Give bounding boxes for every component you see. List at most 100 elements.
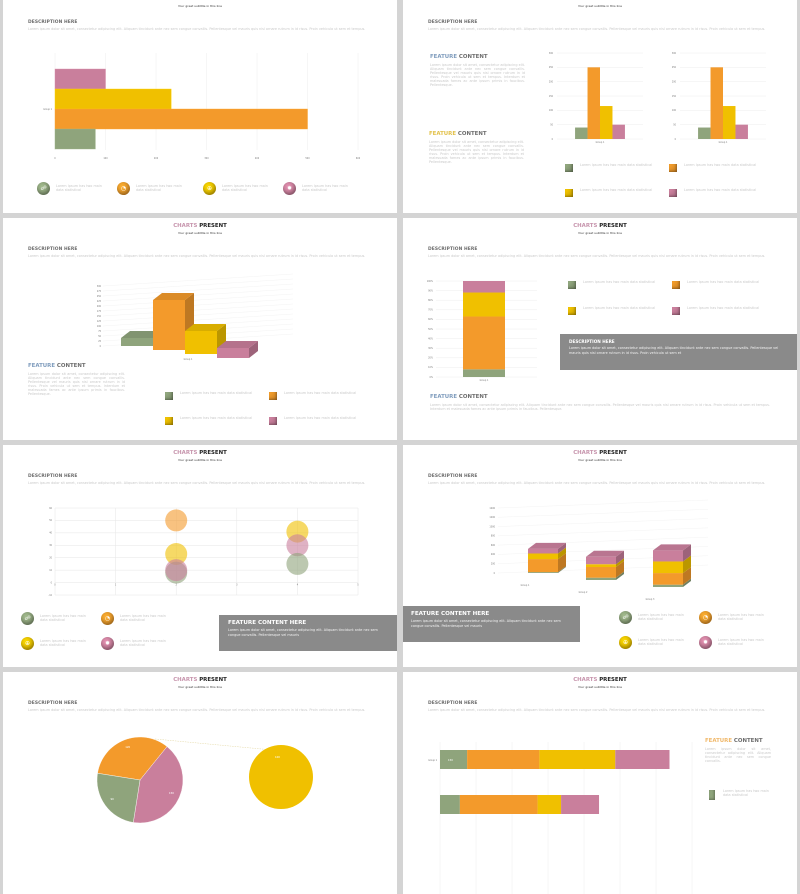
legend-text: Lorem Ipsum has two main data statistica…	[718, 638, 764, 647]
tick-label: 50	[550, 123, 553, 126]
tick-label: 250	[97, 295, 102, 298]
segment-orange	[528, 559, 558, 573]
feature-heading-main: CONTENT	[733, 738, 763, 744]
segment-orange	[467, 750, 540, 769]
bar-pink	[735, 124, 748, 139]
bar-top-pink	[217, 341, 258, 348]
slide-title-accent: CHARTS	[573, 450, 598, 456]
slide-title-main: PRESENT	[599, 677, 627, 683]
globe-icon: ⊕	[619, 636, 632, 649]
description-heading: DESCRIPTION HERE	[28, 474, 78, 479]
feature-heading-accent: FEATURE	[430, 394, 458, 400]
slide-subtitle: Your great subtitle in this line	[578, 231, 622, 235]
bar-yellow	[54, 88, 172, 110]
tick-label: Group 1	[480, 379, 489, 382]
pie-icon: ◔	[117, 182, 130, 195]
description-heading: DESCRIPTION HERE	[428, 701, 478, 706]
tick-label: 0	[494, 572, 496, 575]
hbar-chart: 0 100 200 300 400 500 600 Group 1	[43, 53, 361, 160]
tick-label: 400	[491, 553, 496, 556]
gridline	[102, 313, 294, 327]
tick-label: Group 2	[579, 591, 588, 594]
legend-text: Lorem Ipsum has two main data statistica…	[40, 614, 86, 623]
slide-subtitle: Your great subtitle in this line	[578, 4, 622, 8]
slide-title-main: PRESENT	[199, 0, 227, 2]
tick-label: 200	[672, 80, 677, 83]
legend-swatch-pink	[669, 189, 677, 197]
tick-label: Group 1	[719, 141, 728, 144]
segment-green	[463, 369, 505, 377]
feature-body: Lorem ipsum dolor sit amet, consectetur …	[430, 403, 770, 412]
tick-label: 30%	[428, 347, 433, 350]
segment-green	[586, 577, 616, 580]
slide-title: CHARTS PRESENT	[403, 677, 797, 683]
highlight-box-title: FEATURE CONTENT HERE	[411, 611, 490, 617]
slide-8-stackedh: CHARTS PRESENT Your great subtitle in thi…	[403, 672, 797, 894]
stacked3d-chart: 0 200 400 600 800 1000 1200 1400 Group 1 Group 2 G…	[489, 499, 709, 601]
legend-text: Lorem Ipsum has two main data statistica…	[40, 639, 86, 648]
bubble-yellow	[165, 542, 188, 565]
slide-4-stacked100: CHARTS PRESENT Your great subtitle in thi…	[403, 218, 797, 440]
tick-label: 75	[98, 330, 101, 333]
segment-orange	[653, 573, 683, 585]
tick-label: 50%	[428, 328, 433, 331]
feature-heading-main: CONTENT	[56, 363, 86, 369]
slide-6-stacked3d: CHARTS PRESENT Your great subtitle in thi…	[403, 445, 797, 667]
legend-swatch-pink	[269, 417, 277, 425]
tick-label: 300	[204, 157, 209, 160]
legend-text: Lorem Ipsum has two main data statistica…	[583, 306, 656, 310]
gridline	[102, 273, 294, 287]
slide-title: CHARTS PRESENT	[3, 677, 397, 683]
bubble-pink	[165, 559, 188, 582]
segment-side-green	[683, 578, 691, 587]
tick-label: 1200	[489, 516, 495, 519]
legend-text: Lorem Ipsum has two main data statistica…	[284, 391, 357, 395]
segment-yellow	[528, 553, 558, 560]
segment-green	[653, 584, 683, 587]
description-body: Lorem ipsum dolor sit amet, consectetur …	[28, 254, 366, 258]
tick-label: 1400	[489, 507, 495, 510]
legend-text: Lorem Ipsum has two main data statistica…	[684, 188, 757, 192]
slide-subtitle: Your great subtitle in this line	[178, 458, 222, 462]
legend-text: Lorem Ipsum has two main data statistica…	[222, 184, 268, 193]
tick-label: 25	[98, 340, 101, 343]
segment-side-pink	[683, 544, 691, 562]
feature-body: Lorem ipsum dolor sit amet, consectetur …	[430, 63, 525, 88]
tick-label: 90%	[428, 289, 433, 292]
tick-label: 600	[356, 157, 361, 160]
gridline	[102, 308, 294, 322]
hierarchy-icon: ☍	[21, 612, 34, 625]
tick-label: 60%	[428, 318, 433, 321]
gridline	[102, 303, 294, 317]
gridline	[497, 499, 709, 509]
slide-title: CHARTS PRESENT	[3, 450, 397, 456]
tick-label: 2	[175, 584, 177, 587]
feature-heading-accent: FEATURE	[28, 363, 56, 369]
tick-label: 225	[97, 300, 102, 303]
pie-secondary-yellow	[249, 745, 313, 809]
bar-orange	[54, 108, 308, 130]
legend-swatch-orange	[669, 164, 677, 172]
gear-icon: ✹	[699, 636, 712, 649]
highlight-box: FEATURE CONTENT HERE Lorem ipsum dolor si…	[219, 615, 397, 651]
segment-green	[440, 750, 468, 769]
slide-title-main: PRESENT	[199, 450, 227, 456]
legend-text: Lorem Ipsum has two main data statistica…	[723, 789, 769, 798]
legend-text: Lorem Ipsum has two main data statistica…	[302, 184, 348, 193]
gridline	[102, 298, 294, 312]
description-heading: DESCRIPTION HERE	[28, 701, 78, 706]
gridline	[497, 527, 709, 537]
slide-title-main: PRESENT	[199, 223, 227, 229]
segment-top-pink	[528, 542, 566, 549]
description-body: Lorem ipsum dolor sit amet, consectetur …	[28, 27, 366, 31]
legend-swatch-green	[568, 281, 576, 289]
tick-label: 300	[672, 52, 677, 55]
tick-label: 1000	[489, 525, 495, 528]
pie-data-label: 90	[111, 797, 115, 801]
description-heading: DESCRIPTION HERE	[428, 247, 478, 252]
tick-label: 300	[549, 52, 554, 55]
feature-heading: FEATURE CONTENT	[430, 394, 488, 400]
segment-orange	[459, 795, 538, 814]
tick-label: 40%	[428, 337, 433, 340]
bar-pink	[54, 68, 106, 90]
